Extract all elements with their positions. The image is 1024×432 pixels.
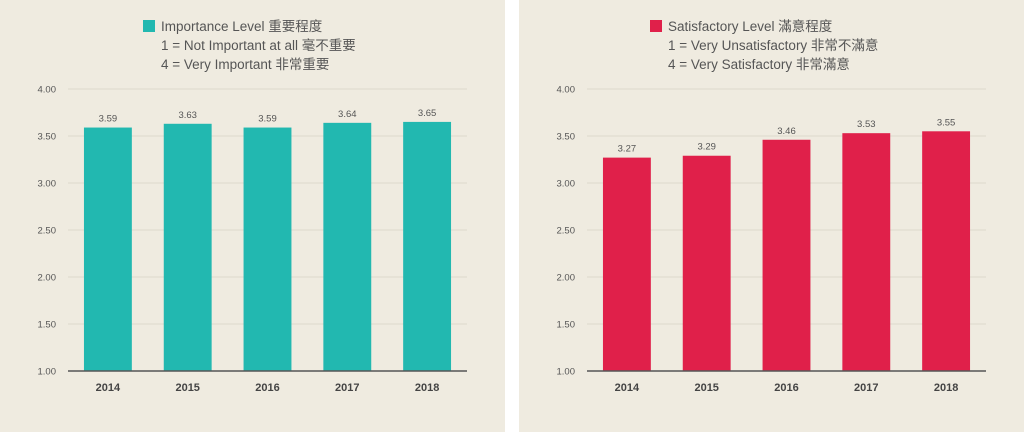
y-tick-label: 3.50	[557, 132, 576, 143]
y-tick-label: 2.00	[38, 273, 57, 284]
y-tick-label: 1.00	[38, 367, 57, 378]
satisfaction-legend-line-1: 1 = Very Unsatisfactory 非常不滿意	[668, 38, 879, 53]
bar-2017	[323, 122, 372, 371]
satisfaction-legend-title: Satisfactory Level 滿意程度	[668, 19, 833, 34]
x-tick-label-2014: 2014	[615, 382, 640, 394]
y-tick-label: 2.50	[38, 226, 57, 237]
y-tick-label: 4.00	[557, 85, 576, 96]
bar-2014	[83, 127, 132, 371]
y-tick-label: 3.50	[38, 132, 57, 143]
x-tick-label-2016: 2016	[255, 382, 279, 394]
satisfaction-legend-line-2: 4 = Very Satisfactory 非常滿意	[668, 57, 850, 72]
satisfaction-bar-chart: 1.00 1.50 2.00 2.50 3.00 3.50 4.00 3.27 2014 3.29…	[557, 85, 986, 394]
bar-value-label-2018: 3.55	[937, 117, 956, 128]
importance-legend-swatch	[143, 20, 155, 32]
bar-2018	[403, 121, 452, 372]
y-tick-label: 2.00	[557, 273, 576, 284]
importance-legend-title: Importance Level 重要程度	[161, 19, 323, 34]
importance-bar-chart: 1.00 1.50 2.00 2.50 3.00 3.50 4.00 3.59 2014 3.63…	[38, 85, 467, 394]
bar-2016	[762, 139, 811, 371]
x-tick-label-2018: 2018	[934, 382, 958, 394]
satisfaction-legend: Satisfactory Level 滿意程度 1 = Very Unsatis…	[650, 17, 878, 74]
importance-chart-panel: Importance Level 重要程度 1 = Not Important …	[0, 0, 505, 432]
satisfaction-legend-swatch	[650, 20, 662, 32]
x-tick-label-2017: 2017	[854, 382, 878, 394]
bar-value-label-2015: 3.63	[178, 110, 197, 121]
bar-value-label-2016: 3.46	[777, 126, 796, 137]
x-tick-label-2017: 2017	[335, 382, 359, 394]
bar-2015	[682, 155, 731, 371]
x-tick-label-2016: 2016	[774, 382, 798, 394]
x-tick-label-2015: 2015	[694, 382, 718, 394]
bar-value-label-2015: 3.29	[697, 142, 716, 153]
bar-value-label-2017: 3.64	[338, 109, 357, 120]
y-tick-label: 4.00	[38, 85, 57, 96]
x-tick-label-2015: 2015	[175, 382, 199, 394]
bar-2014	[602, 157, 651, 371]
satisfaction-chart-panel: Satisfactory Level 滿意程度 1 = Very Unsatis…	[519, 0, 1024, 432]
importance-legend-line-2: 4 = Very Important 非常重要	[161, 57, 330, 72]
importance-legend-line-1: 1 = Not Important at all 毫不重要	[161, 38, 356, 53]
bar-value-label-2014: 3.59	[99, 114, 118, 125]
y-tick-label: 1.00	[557, 367, 576, 378]
bar-2016	[243, 127, 292, 371]
bar-2015	[163, 123, 212, 371]
y-tick-label: 3.00	[557, 179, 576, 190]
x-tick-label-2014: 2014	[96, 382, 121, 394]
y-tick-label: 3.00	[38, 179, 57, 190]
bar-value-label-2016: 3.59	[258, 114, 277, 125]
bar-value-label-2014: 3.27	[618, 144, 637, 155]
bar-2018	[922, 131, 971, 371]
y-tick-label: 1.50	[38, 320, 57, 331]
x-tick-label-2018: 2018	[415, 382, 439, 394]
bar-value-label-2018: 3.65	[418, 108, 437, 119]
y-tick-label: 1.50	[557, 320, 576, 331]
importance-legend: Importance Level 重要程度 1 = Not Important …	[143, 17, 356, 74]
bar-value-label-2017: 3.53	[857, 119, 876, 130]
y-tick-label: 2.50	[557, 226, 576, 237]
bar-2017	[842, 133, 891, 371]
